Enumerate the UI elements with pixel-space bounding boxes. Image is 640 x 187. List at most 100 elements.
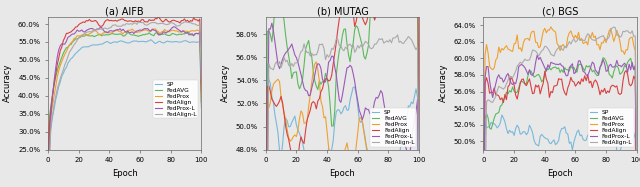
Line: FedAVG: FedAVG [266,0,419,187]
FedAlign-L [572,41,579,43]
FedProx-L [274,63,282,65]
X-axis label: Epoch: Epoch [547,169,573,178]
FedAVG [152,32,159,34]
Line: SP: SP [483,115,637,187]
SP [136,40,144,42]
FedAlign [572,85,579,87]
FedAlign [587,80,595,82]
FedProx-L [170,26,177,28]
Line: FedProx: FedProx [483,27,637,187]
SP [274,132,282,134]
FedAlign [369,13,377,15]
FedAVG [599,56,607,59]
FedAlign-L [587,37,595,39]
Legend: SP, FedAVG, FedProx, FedAlign, FedProx-L, FedAlign-L: SP, FedAVG, FedProx, FedAlign, FedProx-L… [588,108,634,147]
Line: FedAlign: FedAlign [483,70,637,187]
FedAlign-L [152,22,159,24]
FedProx-L [589,61,596,63]
FedAVG [518,80,525,82]
Y-axis label: Accuracy: Accuracy [3,64,12,102]
FedAVG [572,70,579,72]
FedAlign-L [595,37,602,39]
Line: FedAlign: FedAlign [266,0,419,187]
FedAVG [136,34,144,37]
FedAlign-L [354,44,362,47]
SP [520,130,527,133]
SP [596,134,604,136]
Line: SP: SP [48,40,202,175]
Line: FedAVG: FedAVG [483,58,637,187]
SP [198,106,205,109]
Title: (b) MUTAG: (b) MUTAG [317,6,368,16]
FedAlign-L [198,78,205,80]
SP [378,162,386,165]
SP [161,42,168,44]
FedProx-L [268,22,276,24]
Line: FedAlign-L: FedAlign-L [48,22,202,187]
FedAlign-L [83,31,90,33]
FedAlign [44,168,52,171]
FedProx [153,30,161,32]
FedAlign [550,85,558,87]
FedAVG [115,33,122,35]
FedAVG [300,64,308,66]
Title: (c) BGS: (c) BGS [542,6,579,16]
FedAlign-L [550,55,558,57]
FedAlign [332,41,340,44]
FedProx [198,101,205,103]
SP [355,119,363,121]
FedAlign-L [273,61,280,63]
X-axis label: Epoch: Epoch [112,169,138,178]
FedProx [300,122,308,124]
FedProx-L [152,29,159,32]
Legend: SP, FedAVG, FedProx, FedAlign, FedProx-L, FedAlign-L: SP, FedAVG, FedProx, FedAlign, FedProx-L… [371,108,416,147]
FedProx-L [355,109,363,111]
FedAlign [415,181,423,183]
X-axis label: Epoch: Epoch [330,169,355,178]
FedProx-L [596,66,604,68]
SP [334,108,342,111]
FedAlign-L [332,38,340,40]
FedAlign-L [610,26,618,28]
FedProx [83,34,90,36]
FedAVG [490,117,498,119]
FedProx [518,50,525,52]
Line: FedAlign: FedAlign [48,17,202,169]
SP [490,122,498,125]
FedAlign [354,11,362,13]
SP [573,131,581,133]
FedProx-L [533,54,541,56]
FedAVG [185,31,193,34]
Line: FedAVG: FedAVG [48,33,202,162]
FedAVG [159,33,167,35]
FedAlign-L [490,98,498,100]
FedProx [589,31,596,33]
FedProx-L [44,184,52,186]
FedAlign-L [115,25,122,27]
Legend: SP, FedAVG, FedProx, FedAlign, FedProx-L, FedAlign-L: SP, FedAVG, FedProx, FedAlign, FedProx-L… [153,80,198,118]
Line: FedProx: FedProx [48,29,202,167]
FedAlign [198,91,205,93]
FedAlign [490,87,498,89]
SP [55,85,63,88]
FedAlign-L [44,186,52,187]
FedProx [312,61,320,63]
FedProx [152,28,159,30]
FedProx [573,37,581,40]
FedProx-L [302,89,310,92]
SP [83,46,90,48]
FedAlign-L [377,38,385,41]
FedProx [44,165,52,168]
FedAlign-L [182,21,190,23]
FedAlign-L [159,22,167,25]
FedAVG [550,66,558,68]
FedProx-L [518,63,525,66]
FedAlign [622,69,630,72]
FedAlign [161,19,168,22]
FedAlign [83,19,90,22]
FedAVG [354,26,362,29]
SP [264,62,271,65]
Line: FedAlign-L: FedAlign-L [266,35,419,187]
Line: SP: SP [266,64,419,187]
SP [302,154,310,157]
